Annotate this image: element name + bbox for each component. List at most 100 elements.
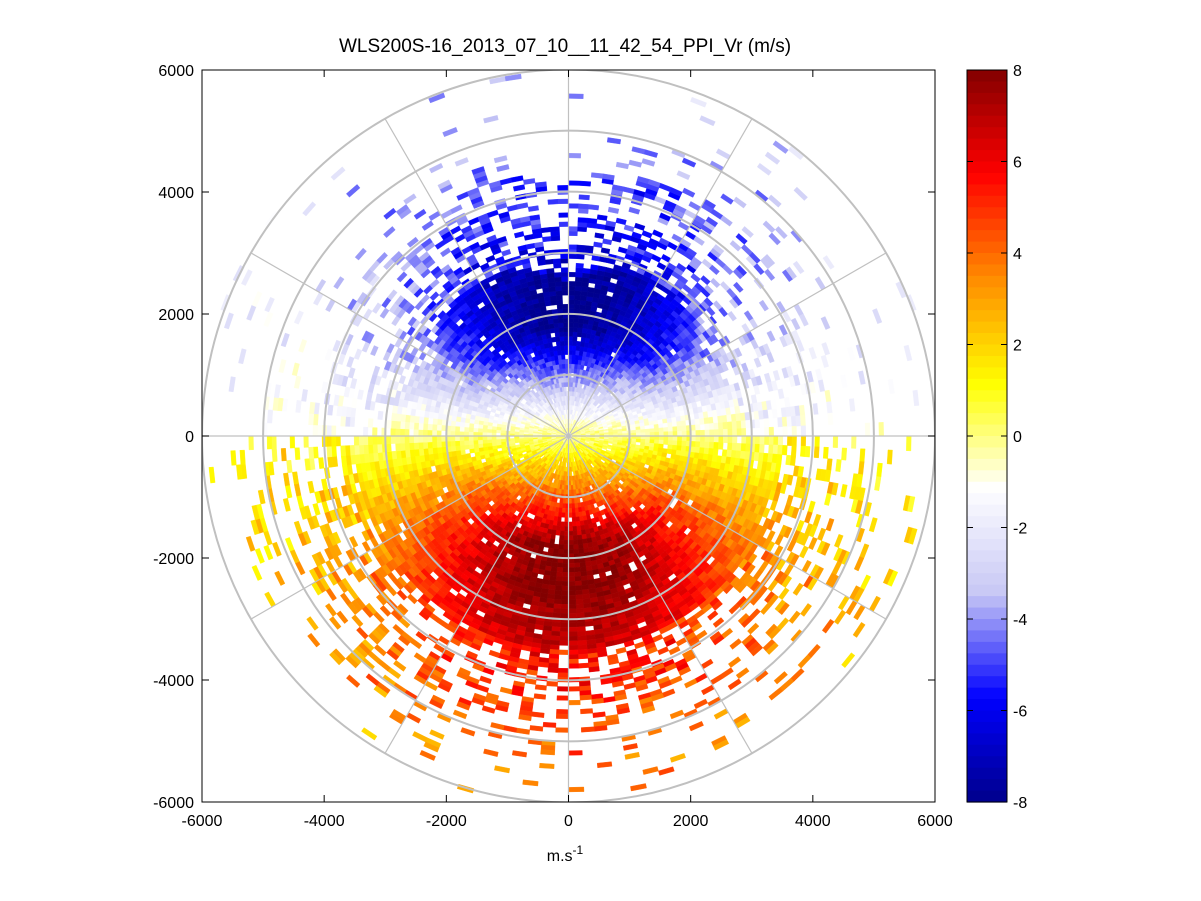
velocity-cell xyxy=(564,340,569,346)
velocity-cell xyxy=(409,414,416,423)
velocity-cell xyxy=(413,429,419,437)
velocity-cell xyxy=(577,322,584,329)
velocity-cell xyxy=(455,420,461,427)
velocity-cell xyxy=(690,424,696,431)
velocity-cell xyxy=(580,524,586,531)
velocity-cell xyxy=(658,431,665,437)
velocity-cell xyxy=(468,422,475,428)
velocity-cell xyxy=(662,418,668,424)
velocity-cell xyxy=(644,428,651,433)
velocity-cell xyxy=(463,431,469,437)
velocity-cell xyxy=(561,363,566,369)
velocity-cell xyxy=(635,438,642,443)
velocity-cell xyxy=(699,441,706,449)
velocity-cell xyxy=(572,326,579,333)
velocity-cell xyxy=(561,512,566,518)
velocity-cell xyxy=(574,285,582,292)
velocity-cell xyxy=(560,349,566,356)
velocity-cell xyxy=(436,441,442,448)
velocity-cell xyxy=(695,435,701,442)
velocity-cell xyxy=(463,426,470,432)
velocity-cell xyxy=(487,442,493,447)
velocity-cell xyxy=(676,445,682,452)
velocity-cell xyxy=(436,435,442,442)
velocity-cell xyxy=(718,429,724,437)
velocity-cell xyxy=(572,336,578,342)
velocity-cell xyxy=(427,429,433,437)
velocity-cell xyxy=(572,535,578,541)
velocity-cell xyxy=(431,441,438,449)
velocity-cell xyxy=(440,435,447,442)
velocity-cell xyxy=(436,424,442,431)
velocity-cell xyxy=(560,599,569,605)
plot-area: -6000 -4000 -2000 0 2000 4000 6000 60004000200… xyxy=(153,63,953,865)
velocity-cell xyxy=(580,286,589,293)
velocity-cell xyxy=(554,327,560,333)
velocity-cell xyxy=(671,421,678,428)
velocity-cell xyxy=(432,417,438,425)
velocity-cell xyxy=(556,562,564,568)
velocity-cell xyxy=(577,543,584,550)
velocity-cell xyxy=(413,435,419,443)
velocity-cell xyxy=(571,349,577,356)
velocity-cell xyxy=(568,340,573,346)
velocity-cell xyxy=(718,435,724,443)
velocity-cell xyxy=(576,534,583,541)
velocity-cell xyxy=(409,449,416,458)
velocity-cell xyxy=(491,442,497,447)
velocity-cell xyxy=(559,498,564,504)
velocity-cell xyxy=(713,429,720,437)
velocity-cell xyxy=(654,439,660,445)
velocity-cell xyxy=(563,549,569,555)
velocity-cell xyxy=(559,530,565,536)
velocity-cell xyxy=(700,429,706,437)
velocity-cell xyxy=(721,414,728,423)
velocity-cell xyxy=(680,445,687,452)
velocity-cell xyxy=(554,281,563,287)
velocity-cell xyxy=(700,435,706,443)
velocity-cell xyxy=(572,521,577,527)
velocity-cell xyxy=(558,359,563,365)
velocity-cell xyxy=(571,354,576,360)
velocity-cell xyxy=(552,548,559,554)
velocity-cell xyxy=(575,272,584,278)
velocity-cell xyxy=(690,441,696,448)
velocity-cell xyxy=(441,441,447,448)
velocity-cell xyxy=(477,443,484,449)
velocity-cell xyxy=(574,576,582,582)
velocity-cell xyxy=(727,421,733,430)
velocity-cell xyxy=(568,594,576,601)
velocity-cell xyxy=(699,417,705,425)
velocity-cell xyxy=(563,377,567,383)
velocity-cell xyxy=(455,445,461,452)
velocity-cell xyxy=(555,571,563,578)
velocity-cell xyxy=(708,423,715,431)
velocity-cell xyxy=(555,340,561,347)
velocity-cell xyxy=(575,267,584,274)
velocity-cell xyxy=(717,442,724,450)
velocity-cell xyxy=(572,340,578,347)
velocity-cell xyxy=(468,439,474,445)
velocity-cell xyxy=(562,303,569,310)
velocity-cell xyxy=(574,511,580,518)
velocity-cell xyxy=(677,435,683,442)
velocity-cell xyxy=(709,435,715,443)
velocity-cell xyxy=(568,526,573,532)
velocity-cell xyxy=(681,435,687,442)
velocity-cell xyxy=(574,290,582,296)
velocity-cell xyxy=(436,418,443,426)
velocity-cell xyxy=(677,430,683,437)
velocity-cell xyxy=(576,530,582,536)
velocity-cell xyxy=(622,430,628,434)
velocity-cell xyxy=(553,543,560,550)
velocity-cell xyxy=(454,425,461,432)
velocity-cell xyxy=(663,427,669,433)
velocity-cell xyxy=(548,579,557,586)
velocity-cell xyxy=(468,444,475,450)
velocity-cell xyxy=(704,435,710,443)
velocity-cell xyxy=(432,447,438,455)
velocity-cell xyxy=(562,562,569,569)
velocity-cell xyxy=(422,435,428,443)
velocity-cell xyxy=(472,435,479,441)
velocity-cell xyxy=(554,589,562,596)
